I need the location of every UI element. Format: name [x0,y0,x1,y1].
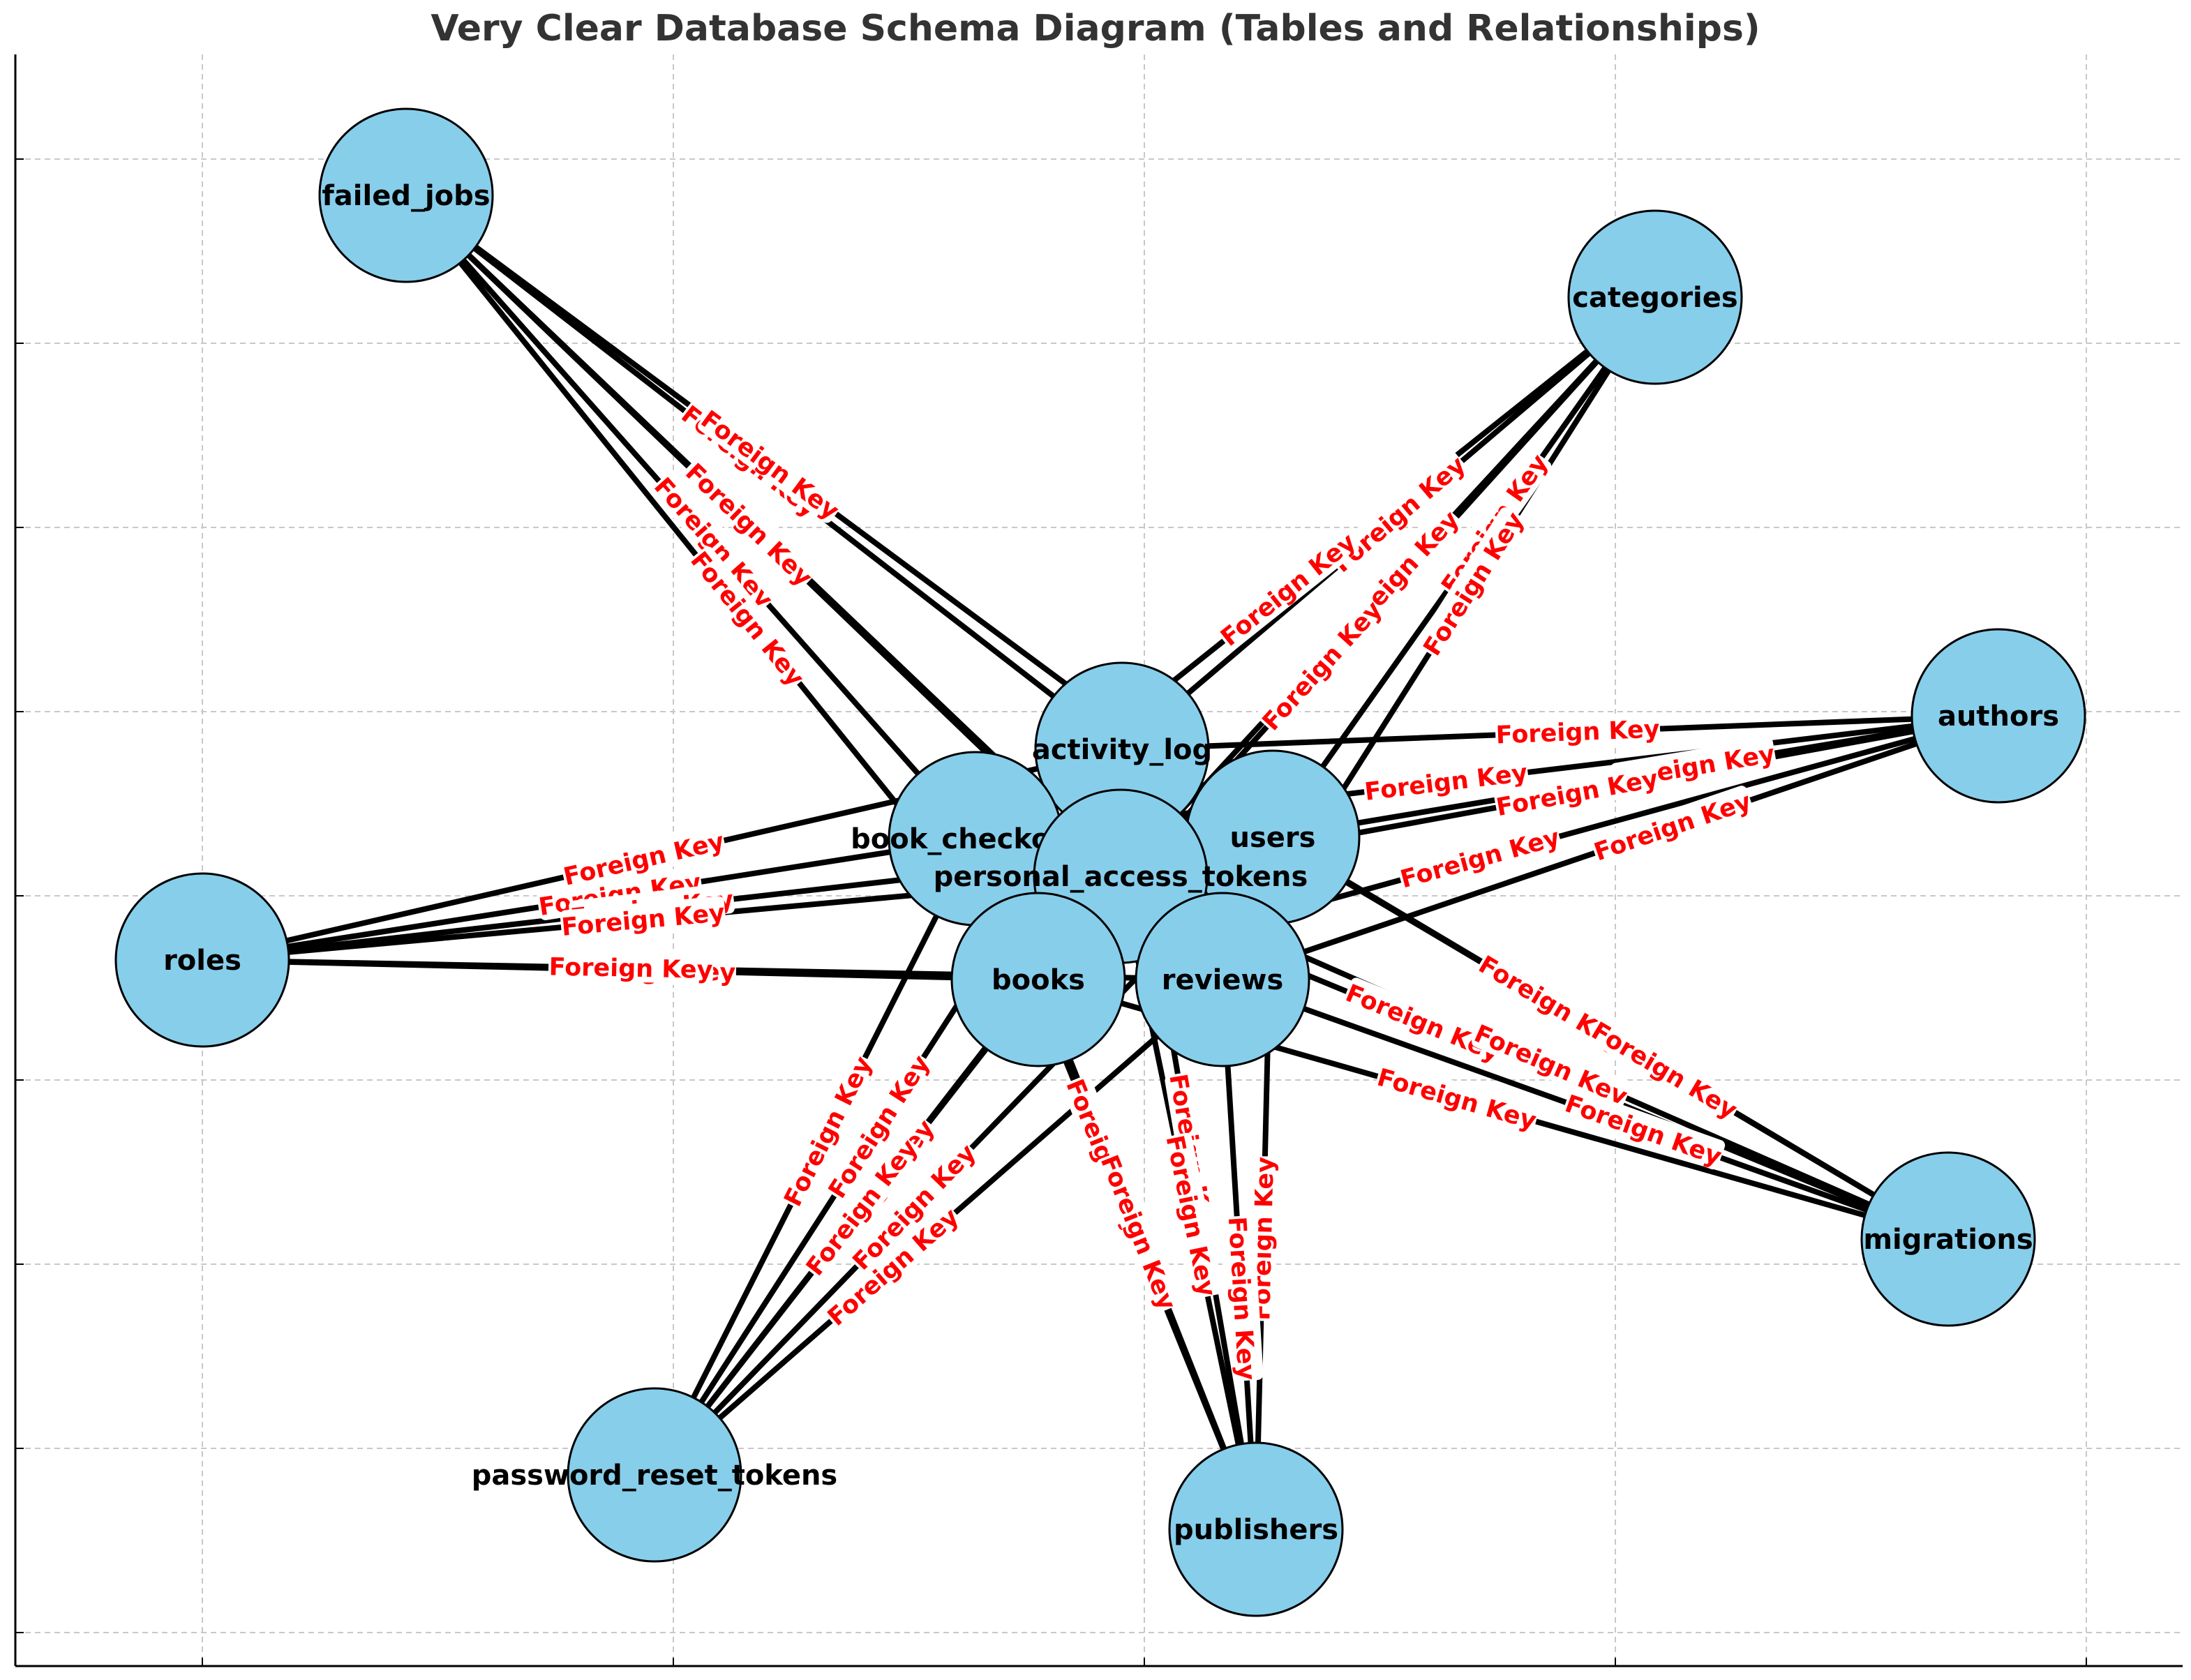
table-node-label: publishers [1174,1514,1338,1546]
edge-label-bg [1494,762,1660,820]
table-node-circle[interactable] [1135,892,1310,1067]
edge-label-bg [1475,950,1629,1056]
edge-label-bg [682,458,818,590]
table-node-label: migrations [1863,1224,2033,1256]
table-node-books[interactable]: books [950,892,1126,1067]
edge-label-bg [1363,756,1530,806]
table-node-label: reviews [1162,964,1284,996]
table-node-circle[interactable] [318,107,494,283]
edge-label-roles-reviews: Foreign Key [548,950,714,984]
table-node-circle[interactable] [567,1387,742,1563]
table-node-circle[interactable] [1860,1151,2036,1327]
edge-label-bg [1257,595,1386,734]
edge-label-bg [822,1050,934,1201]
table-node-roles[interactable]: roles [114,872,290,1048]
table-node-publishers[interactable]: publishers [1168,1441,1344,1617]
table-node-label: users [1230,822,1316,854]
edge-label-bg [1216,527,1359,650]
axes-frame [14,54,2183,1667]
edge-label-bg [1472,1018,1631,1109]
edge-label-bg [1343,977,1504,1066]
table-node-reviews[interactable]: reviews [1135,892,1310,1067]
table-node-label: activity_log [1032,734,1212,766]
edge-label-bg [800,1134,921,1279]
edge-label-bg [687,546,810,690]
table-node-circle[interactable] [1910,628,2086,804]
edge-label-bg [548,950,714,984]
table-node-label: failed_jobs [322,180,490,212]
table-node-circle[interactable] [1168,1441,1344,1617]
table-node-failed_jobs[interactable]: failed_jobs [318,107,494,283]
edge-label-bg [1588,1016,1742,1123]
table-node-label: password_reset_tokens [472,1460,838,1492]
edge-label-bg [1495,712,1661,749]
table-node-label: books [992,964,1085,996]
diagram-title: Very Clear Database Schema Diagram (Tabl… [431,8,1760,50]
edge-label-authors-activity_log: Foreign Key [1495,712,1661,750]
table-node-label: roles [163,945,241,977]
edge-label-bg [1562,1088,1726,1170]
table-node-label: authors [1938,700,2059,733]
edge-label-bg [1397,821,1562,892]
edge-label-bg [777,1052,876,1210]
edge-label-text: Foreign Key [1495,716,1660,750]
edge-label-bg [1161,1132,1223,1298]
table-node-authors[interactable]: authors [1910,628,2086,804]
edge-label-bg [822,1202,962,1330]
edge-label-bg [650,472,779,612]
edge-label-bg [560,896,726,941]
edge-label-bg [698,405,844,523]
edge-label-authors-books: Foreign Key [1397,821,1563,894]
edge-label-bg [1223,1215,1264,1381]
table-node-password_reset_tokens[interactable]: password_reset_tokens [472,1387,838,1563]
edge-label-migrations-books: Foreign Key [1374,1061,1540,1136]
edge-label-bg [560,825,726,890]
edge-label-text: Foreign Key [548,954,713,984]
table-node-categories[interactable]: categories [1567,209,1743,385]
table-node-migrations[interactable]: migrations [1860,1151,2036,1327]
edge-label-bg [1417,507,1527,659]
edge-label-bg [1328,450,1469,576]
table-node-circle[interactable] [1567,209,1743,385]
edge-label-bg [1375,1061,1540,1134]
edge-label-bg [847,1139,980,1274]
table-node-circle[interactable] [114,872,290,1048]
table-node-label: categories [1572,282,1737,314]
edge-label-bg [1096,1151,1183,1313]
table-node-book_checkouts[interactable]: book_checkouts [851,751,1100,927]
edge-label-bg [1590,786,1753,865]
table-nodes: failed_jobs categories authors roles activit… [114,107,2086,1617]
table-node-label: personal_access_tokens [934,861,1308,893]
table-node-circle[interactable] [950,892,1126,1067]
